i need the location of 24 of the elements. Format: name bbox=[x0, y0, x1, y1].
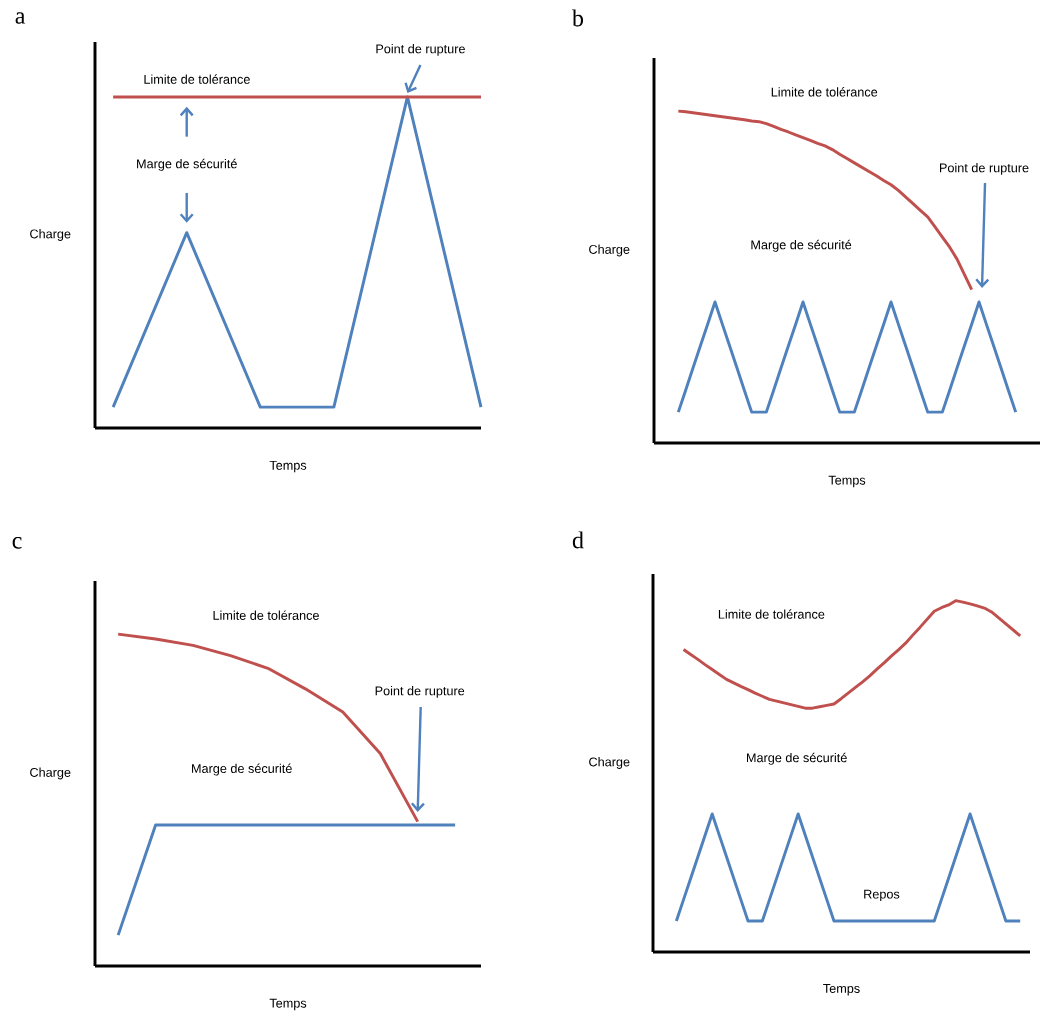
annotation: Marge de sécurité bbox=[751, 239, 852, 252]
annotation: Point de rupture bbox=[940, 163, 1029, 175]
chart-title: a bbox=[15, 12, 26, 24]
text: Limite de tolérance bbox=[718, 609, 825, 619]
x-axis-title: Temps bbox=[828, 475, 866, 488]
text: Limite de tolérance bbox=[213, 610, 319, 620]
text: Limite de tolérance bbox=[771, 87, 878, 97]
y-axis-title: Charge bbox=[30, 229, 71, 241]
annotation: Marge de sécurité bbox=[192, 763, 292, 776]
x-axis-title: Temps bbox=[269, 460, 307, 473]
annotation: Point de rupture bbox=[375, 686, 465, 698]
x-axis-title: Temps bbox=[823, 984, 860, 996]
text: Point de rupture bbox=[376, 44, 465, 56]
y-axis-title: Charge bbox=[589, 244, 630, 257]
x-axis-title: Temps bbox=[269, 998, 307, 1011]
chart-title: d bbox=[572, 531, 584, 549]
annotation: Marge de sécurité bbox=[137, 158, 237, 171]
annotation: Marge de sécurité bbox=[747, 752, 847, 765]
annotation: Repos bbox=[864, 889, 900, 902]
y-axis-title: Charge bbox=[30, 767, 71, 780]
y-axis-title: Charge bbox=[589, 757, 630, 769]
chart-title: b bbox=[571, 9, 584, 27]
chart-title: c bbox=[12, 537, 22, 549]
series-label: Limite de tolérance bbox=[144, 74, 250, 84]
